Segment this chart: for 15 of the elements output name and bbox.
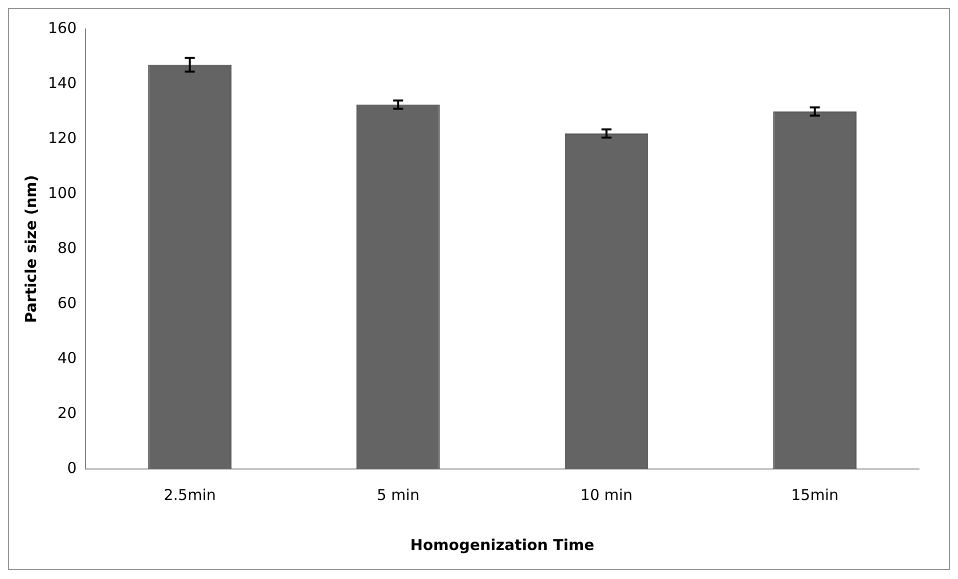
y-tick-label: 0 <box>67 458 77 477</box>
y-tick-label: 20 <box>58 404 77 422</box>
y-tick-label: 140 <box>48 74 77 92</box>
y-tick-label: 80 <box>58 238 77 257</box>
y-tick-label: 60 <box>58 294 77 312</box>
y-tick-label: 100 <box>48 184 77 202</box>
x-axis-title: Homogenization Time <box>410 536 594 554</box>
x-tick-label: 15min <box>791 486 839 504</box>
x-tick-label: 5 min <box>376 486 420 504</box>
x-tick-label: 2.5min <box>164 486 216 504</box>
y-tick-label: 120 <box>48 128 77 147</box>
x-tick-label: 10 min <box>580 486 633 504</box>
y-tick-label: 160 <box>48 18 77 37</box>
y-axis-title: Particle size (nm) <box>22 174 40 324</box>
y-tick-label: 40 <box>58 348 77 367</box>
